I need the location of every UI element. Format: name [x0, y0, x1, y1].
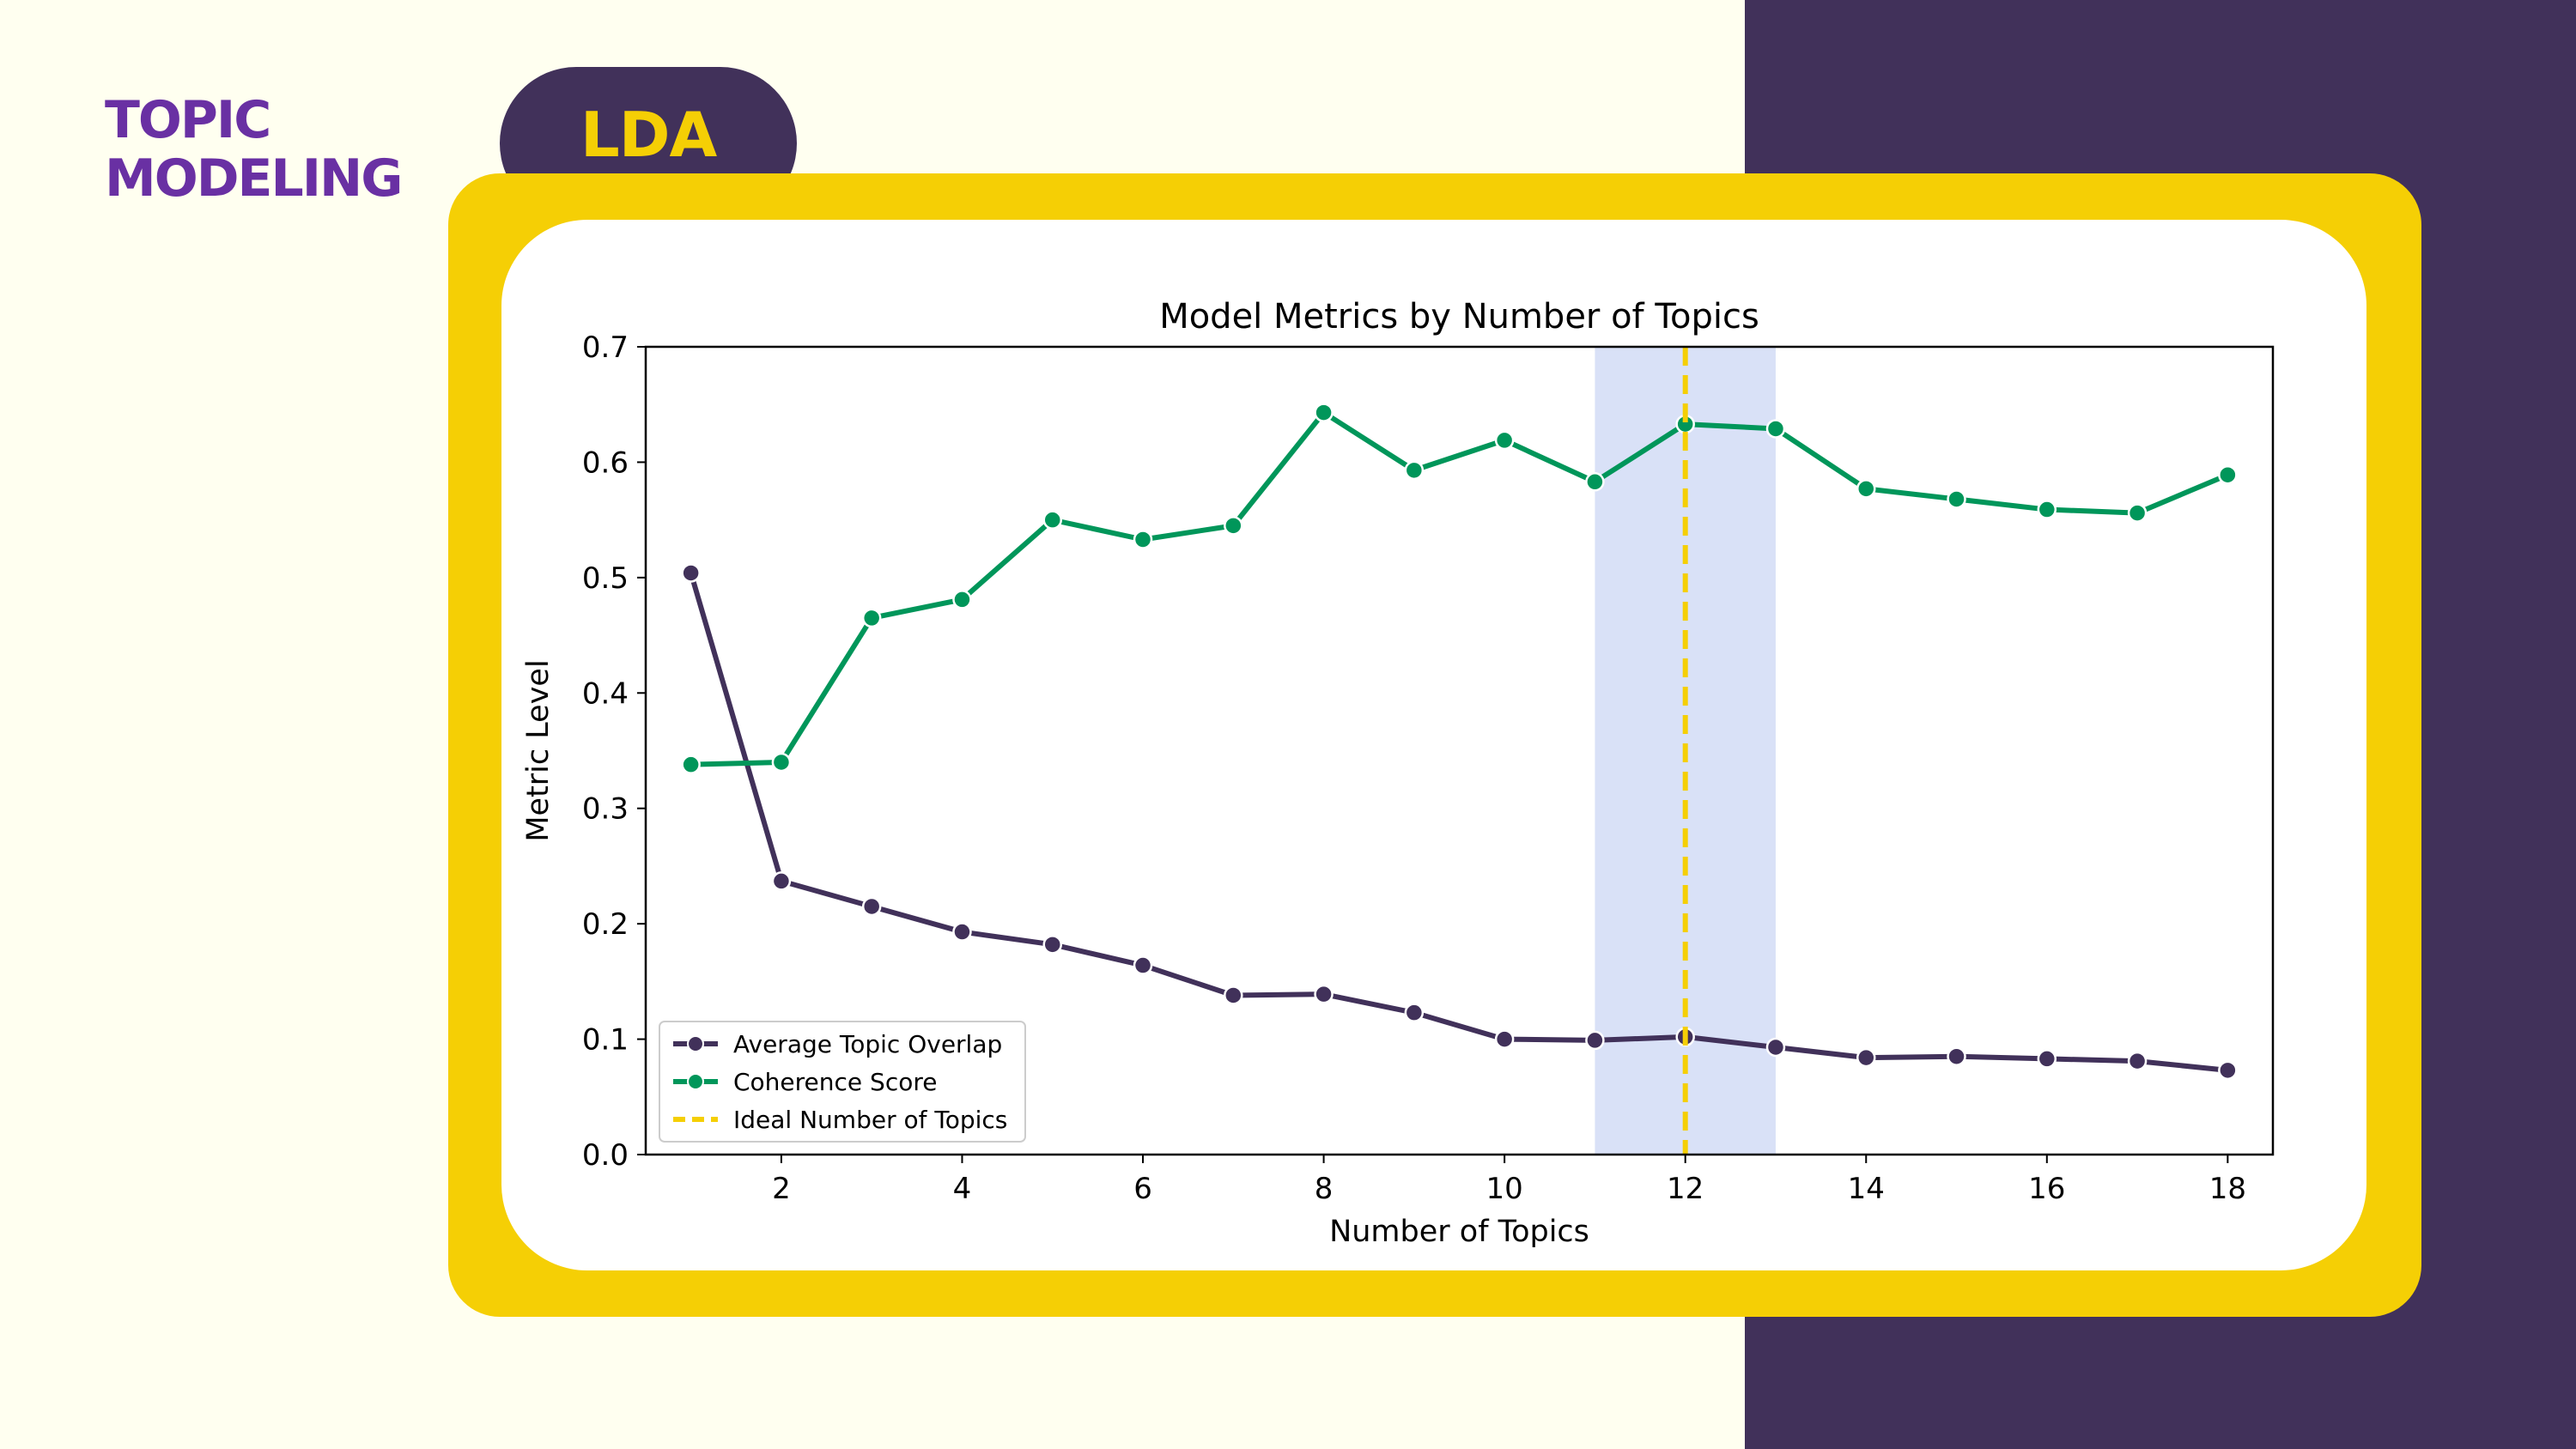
data-point-coherence-score [1314, 403, 1334, 422]
y-tick-label: 0.2 [582, 907, 629, 942]
data-point-average-topic-overlap [1042, 935, 1062, 955]
y-tick-label: 0.7 [582, 330, 629, 365]
y-axis-label: Metric Level [521, 659, 556, 841]
data-point-average-topic-overlap [861, 896, 882, 917]
x-tick-label: 14 [1848, 1172, 1885, 1206]
data-point-average-topic-overlap [681, 563, 701, 583]
x-tick-label: 4 [953, 1172, 972, 1206]
data-point-average-topic-overlap [1765, 1037, 1786, 1058]
data-point-average-topic-overlap [1856, 1047, 1876, 1068]
data-point-coherence-score [1856, 479, 1876, 499]
data-point-coherence-score [681, 755, 701, 774]
legend-label-average-topic-overlap: Average Topic Overlap [733, 1030, 1002, 1058]
data-point-coherence-score [771, 752, 792, 773]
data-point-coherence-score [1224, 516, 1243, 536]
chart-title: Model Metrics by Number of Topics [1159, 297, 1759, 336]
x-tick-label: 18 [2209, 1172, 2246, 1206]
data-point-coherence-score [2037, 500, 2057, 519]
data-point-coherence-score [1765, 419, 1786, 439]
x-tick-label: 8 [1315, 1172, 1334, 1206]
x-tick-label: 6 [1133, 1172, 1152, 1206]
data-point-average-topic-overlap [1404, 1003, 1425, 1022]
data-point-coherence-score [1494, 430, 1515, 451]
data-point-average-topic-overlap [771, 871, 792, 891]
data-point-average-topic-overlap [952, 922, 972, 942]
data-point-average-topic-overlap [2127, 1051, 2148, 1071]
legend-marker-coherence-score [687, 1073, 704, 1090]
chart-card: 2 4 6 8 10 12 14 16 18 0.0 0.1 0.2 0.3 0.4 0.5 0.6 0.7 M… [501, 220, 2366, 1270]
section-title-line-2: MODELING [105, 149, 404, 209]
series-line-coherence-score [688, 409, 2231, 767]
y-tick-label: 0.4 [582, 676, 629, 711]
data-point-coherence-score [1042, 510, 1062, 530]
y-tick-label: 0.0 [582, 1138, 629, 1173]
data-point-average-topic-overlap [1314, 984, 1334, 1004]
y-tick-label: 0.3 [582, 792, 629, 827]
x-tick-label: 12 [1667, 1172, 1704, 1206]
legend-marker-average-topic-overlap [687, 1035, 704, 1052]
legend-label-ideal-number-of-topics: Ideal Number of Topics [733, 1106, 1007, 1134]
data-point-coherence-score [861, 608, 882, 628]
data-point-average-topic-overlap [1947, 1046, 1966, 1066]
legend-label-coherence-score: Coherence Score [733, 1068, 937, 1096]
plot-area-border [644, 345, 2275, 1156]
y-tick-label: 0.5 [582, 561, 629, 596]
chart-legend: Average Topic Overlap Coherence Score Idea… [659, 1021, 1026, 1143]
method-label: LDA [580, 99, 717, 171]
data-point-average-topic-overlap [1585, 1030, 1605, 1051]
data-point-coherence-score [1404, 460, 1425, 481]
data-point-average-topic-overlap [1224, 985, 1243, 1005]
data-point-coherence-score [1947, 489, 1966, 509]
data-point-coherence-score [2127, 503, 2148, 523]
data-point-coherence-score [952, 590, 972, 609]
series-line-average-topic-overlap [688, 570, 2231, 1073]
x-tick-label: 2 [772, 1172, 791, 1206]
data-point-coherence-score [1585, 472, 1605, 492]
data-point-average-topic-overlap [2037, 1049, 2057, 1069]
data-point-average-topic-overlap [2218, 1060, 2238, 1081]
data-point-average-topic-overlap [1494, 1029, 1515, 1049]
data-point-coherence-score [2218, 464, 2238, 485]
x-axis-label: Number of Topics [1329, 1215, 1589, 1249]
y-tick-label: 0.6 [582, 446, 629, 480]
section-title: TOPIC MODELING [105, 90, 404, 209]
x-tick-label: 16 [2028, 1172, 2065, 1206]
data-point-average-topic-overlap [1133, 955, 1153, 975]
data-point-coherence-score [1133, 530, 1153, 549]
section-title-line-1: TOPIC [105, 90, 271, 150]
y-tick-label: 0.1 [582, 1023, 629, 1058]
metrics-chart: 2 4 6 8 10 12 14 16 18 0.0 0.1 0.2 0.3 0.4 0.5 0.6 0.7 M… [521, 297, 2275, 1249]
legend-box [659, 1021, 1026, 1143]
x-tick-label: 10 [1486, 1172, 1523, 1206]
